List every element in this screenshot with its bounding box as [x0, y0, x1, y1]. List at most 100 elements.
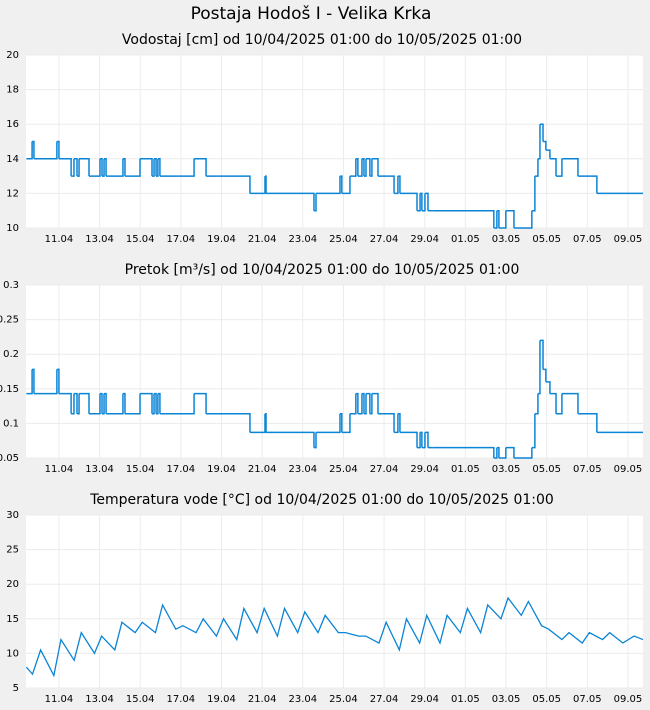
line-step	[313, 193, 317, 212]
x-tick-label: 01.05	[451, 464, 480, 475]
line-step	[561, 158, 579, 177]
line-step	[33, 369, 58, 395]
line-step	[394, 176, 399, 195]
line-step	[545, 149, 551, 159]
line-step	[534, 158, 539, 177]
x-tick-label: 29.04	[410, 694, 439, 705]
line-step	[371, 158, 379, 177]
line-step	[363, 158, 367, 177]
line-step	[349, 393, 357, 415]
line-step	[106, 158, 124, 177]
page-title: Postaja Hodoš I - Velika Krka	[191, 4, 432, 24]
line-step	[104, 158, 107, 177]
x-tick-label: 03.05	[492, 694, 521, 705]
x-tick-label: 15.04	[126, 234, 155, 245]
plot-area	[26, 55, 643, 228]
line-step	[102, 158, 105, 177]
y-tick-label: 20	[6, 50, 19, 61]
x-tick-label: 25.04	[329, 694, 358, 705]
line-step	[432, 209, 495, 228]
line-step	[56, 140, 60, 159]
line-step	[355, 392, 359, 414]
line-step	[157, 158, 161, 177]
line-step	[496, 209, 500, 228]
x-tick-label: 05.05	[532, 464, 561, 475]
line-step	[152, 393, 155, 415]
plot-area	[26, 515, 643, 688]
x-tick-label: 25.04	[329, 234, 358, 245]
y-tick-label: 14	[6, 154, 19, 165]
line-step	[363, 393, 367, 415]
x-tick-label: 05.05	[532, 234, 561, 245]
line-step	[99, 392, 103, 414]
line-step	[194, 392, 207, 414]
line-step	[531, 176, 536, 212]
x-tick-label: 25.04	[329, 464, 358, 475]
y-tick-label: 5	[13, 683, 19, 694]
x-tick-label: 15.04	[126, 694, 155, 705]
line-step	[366, 392, 371, 414]
x-tick-label: 19.04	[207, 694, 236, 705]
x-tick-label: 23.04	[288, 234, 317, 245]
line-step	[424, 192, 429, 211]
line-step	[339, 412, 343, 433]
x-tick-label: 11.04	[45, 694, 74, 705]
line-step	[73, 392, 78, 414]
line-step	[73, 158, 78, 177]
line-step	[154, 158, 157, 177]
x-tick-label: 11.04	[45, 464, 74, 475]
y-tick-label: 0.05	[0, 453, 19, 464]
x-tick-label: 21.04	[248, 694, 277, 705]
line-step	[33, 141, 58, 160]
line-step	[498, 210, 507, 229]
y-tick-label: 30	[6, 510, 19, 521]
x-tick-label: 13.04	[85, 234, 114, 245]
y-tick-label: 0.2	[3, 349, 19, 360]
line-step	[549, 392, 557, 414]
line-step	[159, 158, 195, 177]
x-tick-label: 15.04	[126, 464, 155, 475]
line-step	[71, 393, 75, 415]
line-step	[124, 158, 141, 177]
x-tick-label: 19.04	[207, 234, 236, 245]
y-tick-label: 25	[6, 545, 19, 556]
line-step	[377, 175, 395, 194]
x-tick-label: 23.04	[288, 694, 317, 705]
line-step	[56, 368, 60, 394]
line-step	[341, 413, 351, 434]
line-step	[397, 412, 401, 433]
line-step	[498, 447, 507, 459]
line-step	[157, 392, 161, 414]
x-tick-label: 03.05	[492, 464, 521, 475]
line-step	[79, 392, 90, 414]
y-tick-label: 0.15	[0, 384, 19, 395]
line-step	[156, 393, 159, 415]
line-step	[122, 392, 126, 414]
line-step	[357, 393, 363, 415]
line-step	[543, 140, 547, 151]
x-tick-label: 07.05	[573, 694, 602, 705]
y-tick-label: 20	[6, 579, 19, 590]
line-step	[420, 431, 423, 448]
line-step	[543, 368, 547, 382]
line-step	[264, 175, 267, 194]
line-step	[399, 192, 418, 211]
line-step	[266, 431, 315, 448]
x-tick-label: 07.05	[573, 464, 602, 475]
line-step	[206, 412, 251, 433]
y-tick-label: 10	[6, 223, 19, 234]
line-step	[371, 392, 379, 414]
line-step	[316, 176, 341, 195]
line-step	[264, 412, 267, 433]
x-tick-label: 29.04	[410, 464, 439, 475]
line-step	[534, 393, 539, 415]
line-step	[104, 392, 107, 414]
line-step	[561, 392, 579, 414]
line-step	[577, 175, 598, 194]
x-tick-label: 21.04	[248, 464, 277, 475]
line-step	[140, 158, 153, 177]
line-step	[361, 158, 365, 177]
line-step	[140, 392, 153, 414]
chart-title: Vodostaj [cm] od 10/04/2025 01:00 do 10/…	[122, 32, 522, 48]
line-step	[539, 123, 544, 142]
